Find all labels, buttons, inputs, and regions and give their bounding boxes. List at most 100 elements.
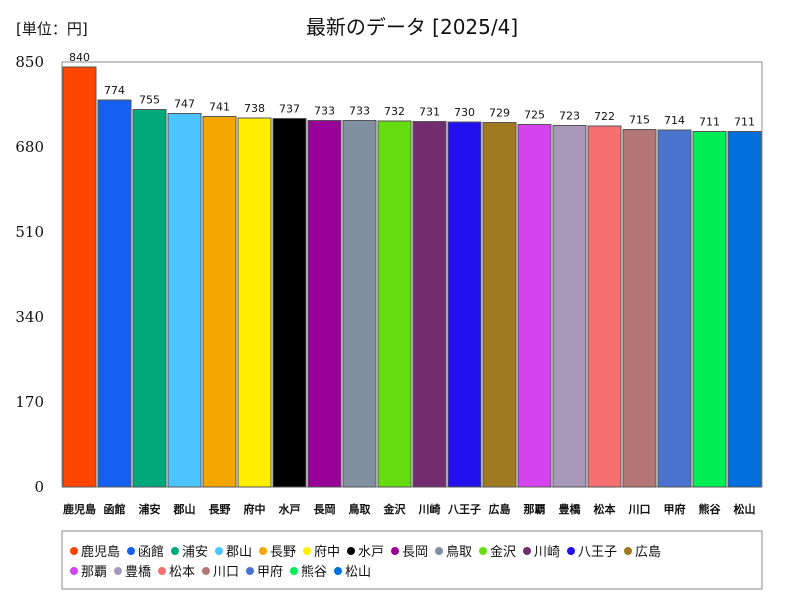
value-label-2: 755: [139, 94, 160, 107]
legend-marker-2: [171, 547, 179, 555]
legend-marker-0: [70, 547, 78, 555]
x-tick-7: 長岡: [314, 503, 336, 516]
unit-label: [単位：円]: [16, 20, 88, 38]
value-label-4: 741: [209, 101, 230, 114]
bar-5: [237, 117, 272, 488]
legend-marker-12: [624, 547, 632, 555]
plot-area: [61, 61, 763, 488]
legend-marker-9: [479, 547, 487, 555]
legend-label-2: 浦安: [182, 545, 208, 560]
y-axis-ticks: 0 170 340 510 680 850: [15, 53, 44, 496]
bar-14: [552, 125, 587, 488]
value-label-3: 747: [174, 98, 195, 111]
bar-10: [412, 121, 447, 488]
legend-marker-7: [391, 547, 399, 555]
legend-marker-19: [334, 567, 342, 575]
legend-marker-14: [114, 567, 122, 575]
value-label-15: 722: [594, 110, 615, 123]
value-label-14: 723: [559, 110, 580, 123]
value-label-19: 711: [734, 116, 755, 129]
value-label-11: 730: [454, 106, 475, 119]
bar-7: [307, 120, 342, 488]
x-tick-2: 浦安: [139, 502, 161, 516]
x-tick-3: 郡山: [173, 502, 196, 516]
legend-label-12: 広島: [635, 545, 661, 560]
value-label-17: 714: [664, 114, 685, 127]
bar-9: [377, 120, 412, 488]
x-axis-ticks: 鹿児島 函館 浦安 郡山 長野 府中 水戸 長岡 鳥取 金沢 川崎 八王子 広島 那覇 豊橋 松本 川口 甲府 熊谷…: [63, 502, 756, 516]
x-tick-8: 鳥取: [349, 502, 371, 516]
y-tick-3: 510: [15, 223, 44, 241]
legend-label-17: 甲府: [257, 565, 283, 580]
value-label-6: 737: [279, 103, 300, 116]
legend-label-18: 熊谷: [301, 564, 327, 580]
bar-0: [62, 66, 97, 488]
legend-marker-6: [347, 547, 355, 555]
legend-marker-16: [202, 567, 210, 575]
value-label-9: 732: [384, 105, 405, 118]
legend-label-13: 那覇: [81, 565, 107, 580]
value-label-7: 733: [314, 105, 335, 118]
value-label-10: 731: [419, 106, 440, 119]
x-tick-14: 豊橋: [559, 502, 582, 516]
bar-3: [167, 113, 202, 488]
bar-1: [97, 99, 132, 488]
x-tick-17: 甲府: [664, 502, 686, 516]
value-label-12: 729: [489, 107, 510, 120]
legend-marker-13: [70, 567, 78, 575]
legend-label-8: 鳥取: [446, 545, 472, 560]
legend-marker-8: [435, 547, 443, 555]
bar-19: [727, 131, 762, 488]
value-label-1: 774: [104, 84, 125, 97]
legend-marker-15: [158, 567, 166, 575]
legend-marker-11: [567, 547, 575, 555]
bar-18: [692, 131, 727, 488]
x-tick-13: 那覇: [524, 503, 546, 516]
legend-label-19: 松山: [345, 565, 371, 580]
x-tick-16: 川口: [628, 503, 651, 516]
bar-12: [482, 122, 517, 488]
legend-label-0: 鹿児島: [81, 544, 120, 560]
legend-label-1: 函館: [138, 545, 164, 560]
y-tick-2: 340: [15, 308, 44, 326]
legend-label-9: 金沢: [490, 544, 516, 560]
legend-label-10: 川崎: [534, 545, 560, 560]
chart-title: 最新のデータ [2025/4]: [306, 15, 518, 39]
value-label-0: 840: [69, 51, 90, 64]
legend-marker-5: [303, 547, 311, 555]
x-tick-19: 松山: [734, 502, 756, 516]
legend-label-15: 松本: [169, 565, 195, 580]
x-tick-12: 広島: [489, 502, 511, 516]
legend-label-14: 豊橋: [125, 565, 151, 580]
bar-11: [447, 121, 482, 488]
bar-8: [342, 120, 377, 488]
bar-13: [517, 124, 552, 488]
x-tick-0: 鹿児島: [63, 502, 96, 516]
x-tick-11: 八王子: [447, 503, 481, 516]
bars: 840 774 755 747 741 738 737 733 733 732 731 730 729 7…: [62, 51, 762, 488]
x-tick-10: 川崎: [418, 502, 441, 516]
bar-17: [657, 129, 692, 488]
bar-4: [202, 116, 237, 488]
legend-label-16: 川口: [213, 565, 239, 580]
legend-label-7: 長岡: [402, 545, 428, 560]
bar-15: [587, 125, 622, 488]
x-tick-1: 函館: [104, 502, 126, 516]
x-tick-6: 水戸: [279, 502, 301, 516]
value-label-5: 738: [244, 102, 265, 115]
legend-label-6: 水戸: [358, 545, 384, 560]
legend-marker-3: [215, 547, 223, 555]
legend-marker-10: [523, 547, 531, 555]
value-label-16: 715: [629, 114, 650, 127]
legend: [61, 530, 763, 590]
value-label-13: 725: [524, 109, 545, 122]
legend-label-3: 郡山: [226, 545, 252, 560]
value-label-18: 711: [699, 116, 720, 129]
legend-label-5: 府中: [314, 545, 340, 560]
x-tick-18: 熊谷: [699, 502, 722, 516]
y-tick-0: 0: [34, 478, 44, 496]
y-tick-1: 170: [15, 393, 44, 411]
legend-marker-18: [290, 567, 298, 575]
